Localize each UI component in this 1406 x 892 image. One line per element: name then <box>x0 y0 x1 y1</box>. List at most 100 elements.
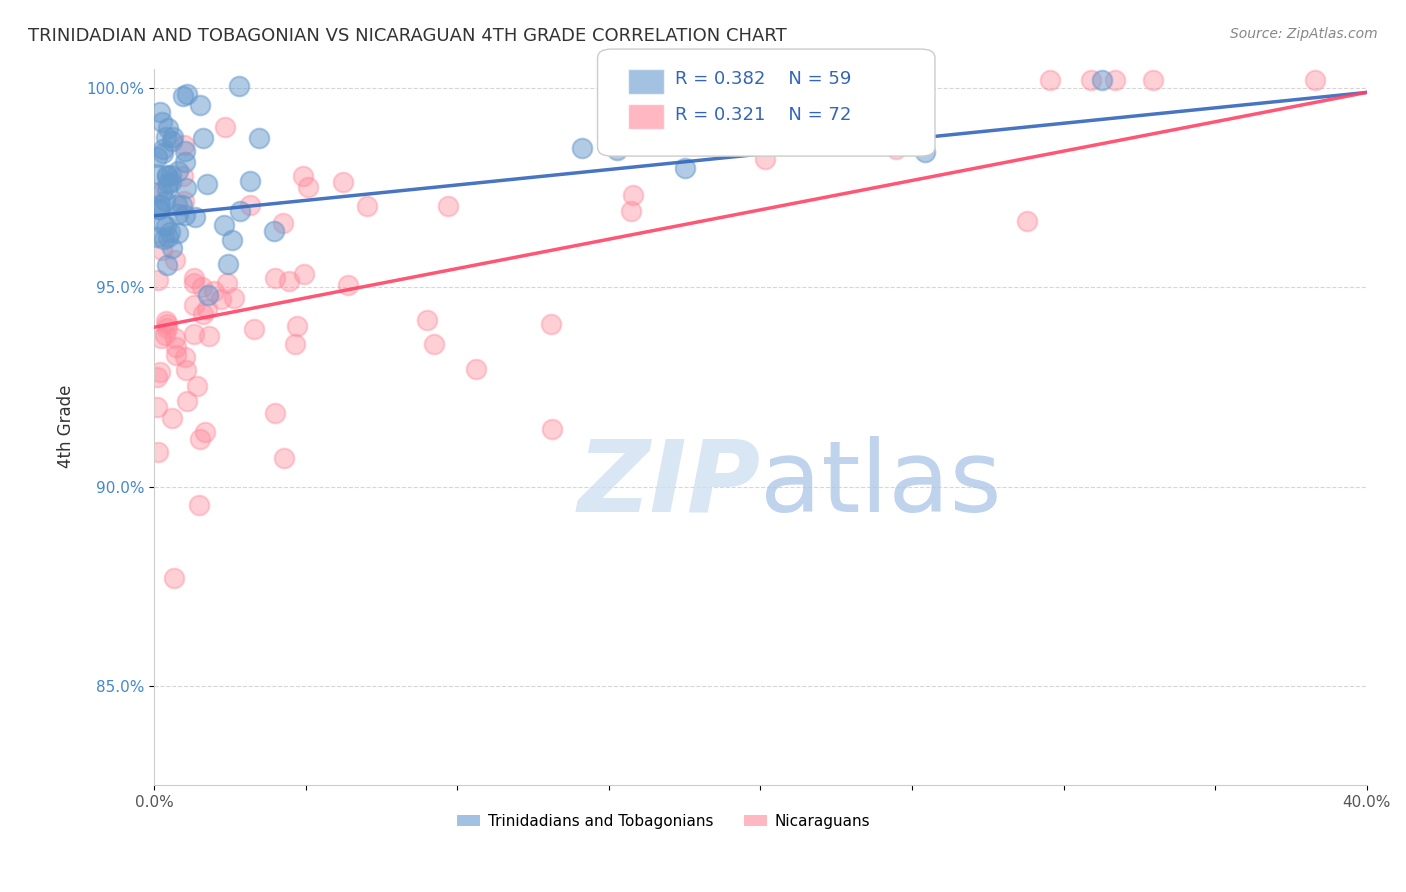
Point <box>621 188 644 202</box>
Point <box>202 285 225 299</box>
Point <box>436 199 458 213</box>
Point <box>191 280 214 294</box>
Point <box>165 340 187 354</box>
Point <box>212 218 235 232</box>
Point <box>540 422 562 436</box>
Legend: Trinidadians and Tobagonians, Nicaraguans: Trinidadians and Tobagonians, Nicaraguan… <box>451 807 876 835</box>
Point <box>238 197 260 211</box>
Point <box>194 425 217 440</box>
Point <box>160 175 183 189</box>
Point <box>239 174 262 188</box>
Point <box>152 142 174 156</box>
Point <box>162 130 184 145</box>
Point <box>148 273 170 287</box>
Point <box>249 131 271 145</box>
Point <box>155 219 177 234</box>
Point <box>1142 73 1164 87</box>
Point <box>153 194 176 208</box>
Point <box>277 274 299 288</box>
Point <box>1015 213 1038 227</box>
Point <box>1104 73 1126 87</box>
Point <box>156 169 179 184</box>
Point <box>149 331 172 345</box>
Point <box>356 199 378 213</box>
Point <box>172 89 194 103</box>
Point <box>285 318 308 333</box>
Text: R = 0.382    N = 59: R = 0.382 N = 59 <box>675 70 851 88</box>
Point <box>146 167 169 181</box>
Point <box>292 169 315 184</box>
Point <box>209 292 232 306</box>
Point <box>149 105 172 120</box>
Point <box>167 227 190 241</box>
Point <box>150 185 173 199</box>
Point <box>156 121 179 136</box>
Point <box>156 258 179 272</box>
Point <box>914 145 936 160</box>
Point <box>156 177 179 191</box>
Point <box>263 224 285 238</box>
Point <box>155 314 177 328</box>
Point <box>159 168 181 182</box>
Point <box>165 348 187 362</box>
Point <box>191 131 214 145</box>
Point <box>176 393 198 408</box>
Point <box>183 298 205 312</box>
Point <box>620 204 643 219</box>
Point <box>217 257 239 271</box>
Point <box>155 129 177 144</box>
Point <box>176 87 198 102</box>
Point <box>149 365 172 379</box>
Point <box>1303 73 1326 87</box>
Point <box>243 321 266 335</box>
Point <box>465 362 488 376</box>
Point <box>148 202 170 217</box>
Point <box>292 267 315 281</box>
Point <box>173 350 195 364</box>
Point <box>217 276 239 290</box>
Point <box>153 327 176 342</box>
Point <box>153 232 176 246</box>
Point <box>174 154 197 169</box>
Point <box>1091 73 1114 87</box>
Point <box>156 317 179 331</box>
Point <box>183 327 205 342</box>
Point <box>197 287 219 301</box>
Point <box>152 217 174 231</box>
Point <box>423 336 446 351</box>
Point <box>271 216 294 230</box>
Point <box>146 369 169 384</box>
Point <box>150 244 173 258</box>
Point <box>162 241 184 255</box>
Point <box>170 198 193 212</box>
Point <box>273 450 295 465</box>
Point <box>1080 73 1102 87</box>
Point <box>884 142 907 156</box>
Point <box>159 225 181 239</box>
Point <box>183 276 205 290</box>
Y-axis label: 4th Grade: 4th Grade <box>58 385 75 468</box>
Point <box>148 202 170 217</box>
Point <box>188 98 211 112</box>
Point <box>186 379 208 393</box>
Point <box>174 362 197 376</box>
Point <box>163 252 186 267</box>
Point <box>264 270 287 285</box>
Point <box>284 336 307 351</box>
Point <box>162 410 184 425</box>
Point <box>174 180 197 194</box>
Point <box>184 211 207 225</box>
Point <box>187 498 209 512</box>
Point <box>146 444 169 458</box>
Point <box>571 141 593 155</box>
Point <box>146 185 169 199</box>
Point <box>415 313 437 327</box>
Point <box>146 400 169 414</box>
Point <box>166 197 188 211</box>
Point <box>156 230 179 244</box>
Point <box>195 178 218 192</box>
Point <box>790 73 813 87</box>
Point <box>172 169 194 183</box>
Text: R = 0.321    N = 72: R = 0.321 N = 72 <box>675 106 851 124</box>
Point <box>332 175 354 189</box>
